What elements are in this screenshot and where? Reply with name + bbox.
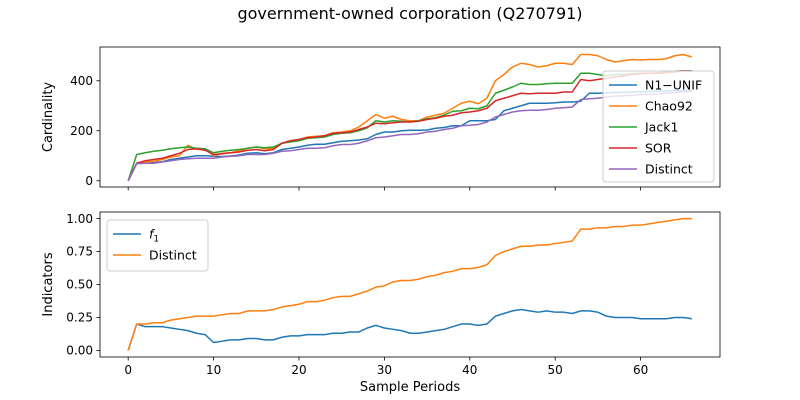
legend: f1 Distinct — [106, 219, 209, 272]
x-axis-label: Sample Periods — [360, 380, 460, 395]
legend-box — [602, 70, 715, 183]
legend-label-sor: SOR — [645, 141, 672, 156]
x-tick-label: 0 — [124, 363, 132, 377]
series-line-sor — [127, 70, 692, 182]
y-axis-label: Indicators — [41, 252, 56, 316]
legend-box — [106, 219, 209, 272]
y-tick-label: 1.00 — [66, 212, 93, 226]
series-line-distinct — [127, 90, 692, 182]
legend: N1−UNIF Chao92 Jack1 SOR Distinct — [602, 70, 715, 183]
legend-label-n1-unif: N1−UNIF — [645, 78, 702, 93]
y-tick-label: 0 — [85, 174, 93, 188]
x-tick-label: 40 — [462, 363, 477, 377]
axes-frame — [99, 46, 721, 188]
legend-label-jack1: Jack1 — [644, 120, 678, 135]
x-tick-label: 50 — [548, 363, 563, 377]
cardinality-panel: 0 200 400 Cardinality N1−UNIF Chao92 Jack1 SOR D… — [41, 46, 721, 191]
y-tick-label: 0.75 — [66, 245, 93, 259]
legend-label-chao92: Chao92 — [645, 99, 693, 114]
y-tick-label: 200 — [70, 124, 93, 138]
y-tick-label: 0.00 — [66, 344, 93, 358]
legend-label-f1: f1 — [149, 227, 159, 245]
legend-label-distinct: Distinct — [645, 162, 693, 177]
series-line-distinct — [127, 217, 692, 351]
x-tick-label: 20 — [291, 363, 306, 377]
y-tick-label: 400 — [70, 74, 93, 88]
indicators-panel: 0 10 20 30 40 50 60 0.00 0.25 0.50 0.75 1.00 Indicat… — [41, 211, 721, 395]
series-line-f1 — [127, 308, 692, 351]
x-tick-label: 30 — [377, 363, 392, 377]
x-tick-label: 10 — [206, 363, 221, 377]
legend-label-distinct: Distinct — [149, 248, 197, 263]
x-tick-label: 60 — [633, 363, 648, 377]
figure-title: government-owned corporation (Q270791) — [237, 4, 582, 23]
y-tick-label: 0.25 — [66, 311, 93, 325]
y-tick-label: 0.50 — [66, 278, 93, 292]
y-axis-label: Cardinality — [41, 82, 56, 153]
